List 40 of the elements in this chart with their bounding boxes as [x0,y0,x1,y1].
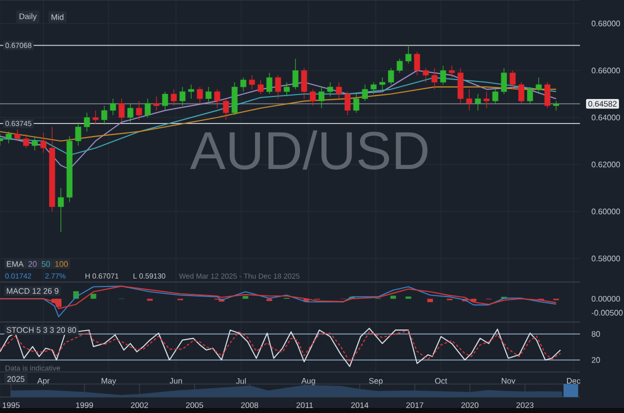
x-tick-label: 1995 [2,402,20,408]
x-tick-label: Dec [567,378,580,384]
y-tick-label: 0.00000 [592,296,620,302]
annotation: Mid [52,14,64,20]
annotation: Daily [20,13,37,21]
y-tick-label: 0.64000 [592,114,620,120]
text: 100 [55,261,68,267]
text: 50 [42,261,50,267]
text: MACD 12 26 9 [6,288,58,294]
x-tick-label: May [102,378,116,386]
y-tick-label: 0.66000 [592,68,620,74]
ref-line-label: 0.64582 [588,100,617,107]
y-tick-label: 0.60000 [592,208,620,214]
x-tick-label: Jun [170,378,182,384]
x-tick-label: 2023 [516,402,534,408]
x-tick-label: 2002 [131,402,148,408]
x-tick-label: Apr [37,378,50,386]
x-tick-label: 2017 [406,402,424,408]
text: 20 [28,261,37,267]
x-tick-label: Oct [435,378,448,384]
y-tick-label: 0.62000 [592,162,620,168]
chart-title: STOCH 5 3 3 20 80 [6,327,76,333]
x-tick-label: Aug [301,378,316,386]
y-tick-label: -0.00500 [592,310,623,316]
x-tick-label: 2020 [461,402,478,408]
x-tick-label: Sep [369,378,383,386]
text: 2025 [7,376,24,382]
x-tick-label: Nov [502,378,516,384]
y-tick-label: 0.58000 [592,256,620,262]
x-tick-label: Jul [236,378,246,384]
y-tick-label: 0.68000 [592,20,620,26]
text: AUD/USD [190,130,428,170]
x-tick-label: 2008 [241,402,258,408]
x-tick-label: 2014 [351,402,368,408]
x-tick-label: 2011 [296,402,313,408]
y-tick-label: 20 [592,357,600,363]
x-tick-label: 2005 [186,402,204,408]
legend-title: EMA [6,261,24,267]
y-tick-label: 80 [592,331,600,337]
x-tick-label: 1999 [76,402,93,408]
